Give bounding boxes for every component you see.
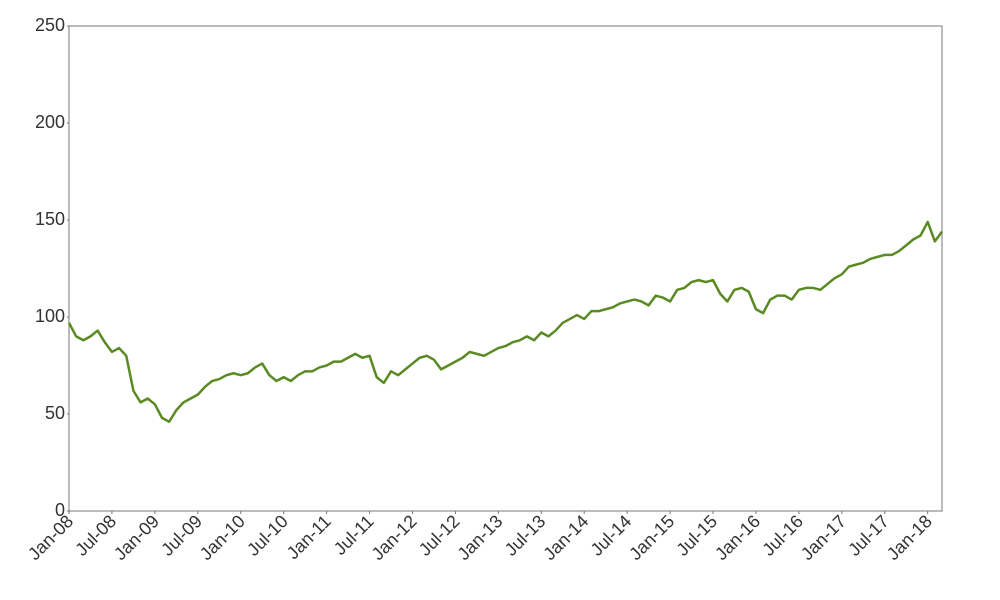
x-tick-label: Jan-15	[625, 511, 678, 564]
x-tick-label: Jul-10	[243, 511, 292, 560]
y-tick-label: 150	[35, 209, 65, 229]
y-tick-label: 100	[35, 306, 65, 326]
x-tick-label: Jan-16	[711, 511, 764, 564]
x-tick-label: Jan-09	[110, 511, 163, 564]
x-tick-label: Jan-10	[196, 511, 249, 564]
y-tick-label: 50	[45, 403, 65, 423]
x-tick-label: Jan-14	[539, 511, 592, 564]
plot-frame	[68, 25, 943, 512]
y-tick-label: 250	[35, 15, 65, 35]
y-tick-label: 0	[55, 500, 65, 520]
x-tick-label: Jan-18	[883, 511, 936, 564]
x-tick-label: Jan-12	[368, 511, 421, 564]
x-tick-label: Jan-08	[24, 511, 77, 564]
y-tick-label: 200	[35, 112, 65, 132]
x-tick-label: Jan-17	[797, 511, 850, 564]
x-tick-label: Jan-11	[283, 511, 335, 563]
x-tick-label: Jan-13	[453, 511, 506, 564]
line	[67, 220, 944, 424]
